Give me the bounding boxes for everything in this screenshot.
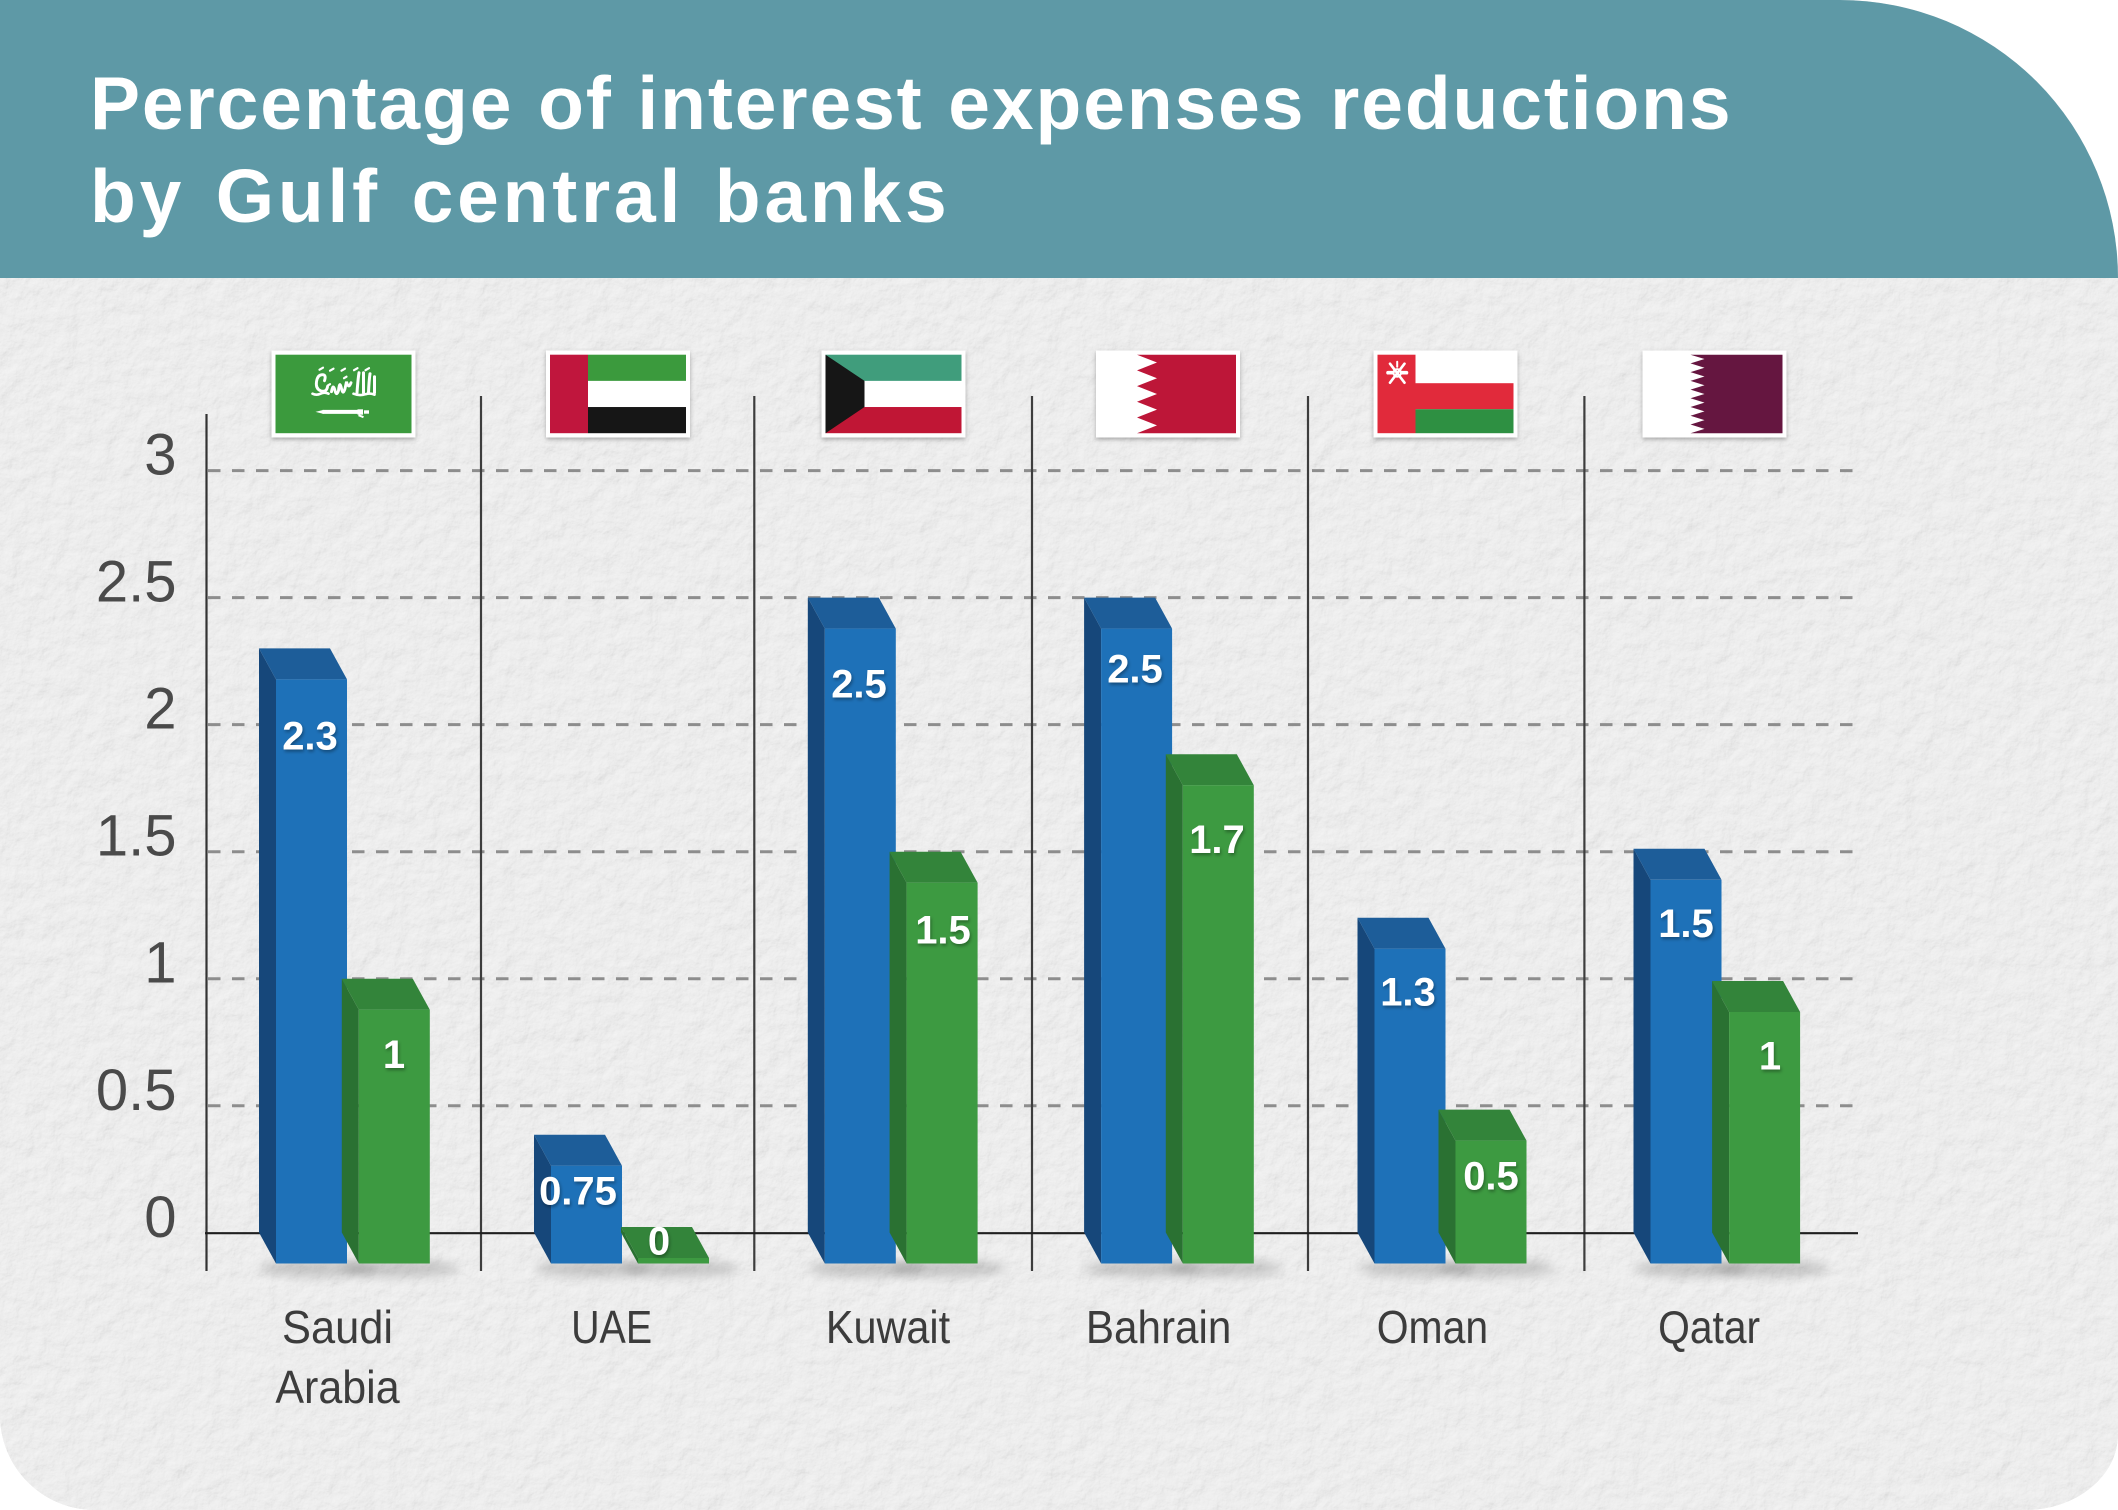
svg-text:Qatar: Qatar	[1658, 1301, 1760, 1353]
svg-text:2.5: 2.5	[96, 550, 177, 615]
svg-text:1.7: 1.7	[1189, 818, 1245, 862]
svg-text:Kuwait: Kuwait	[826, 1301, 950, 1353]
svg-text:Bahrain: Bahrain	[1086, 1301, 1231, 1353]
svg-text:0: 0	[144, 1185, 176, 1250]
svg-text:1: 1	[144, 931, 176, 996]
svg-text:2.5: 2.5	[1107, 648, 1163, 692]
svg-text:2.5: 2.5	[831, 663, 887, 707]
svg-text:1.5: 1.5	[915, 909, 971, 953]
svg-text:Arabia: Arabia	[275, 1361, 400, 1413]
svg-text:UAE: UAE	[571, 1301, 652, 1353]
svg-text:1.5: 1.5	[1658, 902, 1714, 946]
svg-text:Saudi: Saudi	[282, 1301, 393, 1353]
svg-text:0.5: 0.5	[1463, 1155, 1519, 1199]
svg-text:2: 2	[144, 677, 176, 742]
svg-text:1: 1	[383, 1033, 405, 1077]
svg-text:2.3: 2.3	[282, 715, 338, 759]
svg-text:0.75: 0.75	[539, 1170, 617, 1214]
svg-text:3: 3	[144, 423, 176, 488]
svg-text:Oman: Oman	[1377, 1301, 1488, 1353]
svg-text:1.3: 1.3	[1380, 971, 1436, 1015]
svg-text:1.5: 1.5	[96, 804, 177, 869]
svg-text:0.5: 0.5	[96, 1058, 177, 1123]
svg-text:0: 0	[648, 1220, 670, 1264]
svg-text:1: 1	[1759, 1035, 1781, 1079]
